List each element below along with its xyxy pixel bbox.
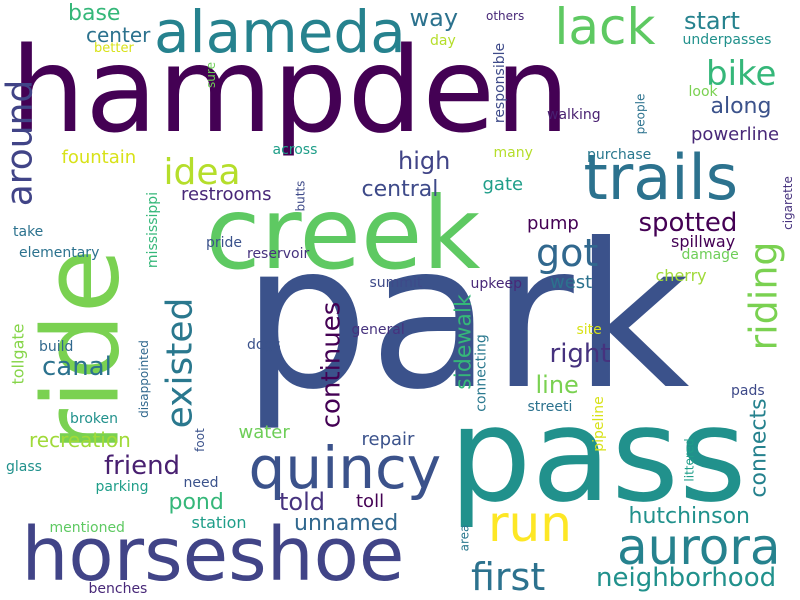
word-got: got [536, 231, 599, 275]
word-reservoir: reservoir [247, 246, 310, 262]
word-cherry: cherry [655, 266, 707, 285]
word-sure: sure [203, 62, 218, 88]
word-powerline: powerline [691, 124, 780, 145]
word-pads: pads [731, 383, 765, 399]
word-parking: parking [95, 479, 149, 495]
word-riding: riding [741, 241, 786, 351]
word-general: general [351, 322, 405, 338]
word-idea: idea [163, 152, 241, 193]
word-along: along [710, 94, 772, 119]
word-high: high [398, 147, 451, 175]
word-central: central [361, 177, 439, 202]
word-butts: butts [292, 180, 307, 212]
word-alameda: alameda [154, 0, 406, 66]
word-park: park [242, 201, 690, 434]
word-dogs: dogs [247, 337, 281, 353]
word-right: right [549, 339, 611, 369]
word-run: run [488, 495, 572, 553]
word-damage: damage [681, 247, 739, 263]
word-site: site [576, 322, 602, 338]
word-take: take [13, 224, 44, 240]
word-creek: creek [205, 175, 481, 292]
word-restrooms: restrooms [181, 184, 272, 205]
word-friend: friend [104, 451, 181, 481]
word-responsible: responsible [492, 42, 509, 124]
word-better: better [94, 40, 134, 56]
word-trails: trails [583, 141, 739, 214]
word-look: look [688, 84, 718, 100]
word-center: center [86, 23, 151, 47]
word-glass: glass [6, 459, 42, 475]
word-others: others [486, 9, 525, 23]
word-walking: walking [547, 107, 601, 123]
word-connecting: connecting [473, 334, 490, 412]
word-summit: summit [369, 275, 423, 291]
word-lack: lack [554, 0, 656, 56]
word-mentioned: mentioned [49, 520, 125, 536]
word-water: water [238, 422, 290, 443]
word-foot: foot [192, 428, 207, 452]
word-cigarette: cigarette [780, 176, 795, 230]
word-canal: canal [42, 352, 112, 382]
word-base: base [68, 1, 121, 26]
word-station: station [191, 513, 247, 532]
word-purchase: purchase [587, 147, 652, 163]
word-littered: littered [682, 438, 697, 482]
word-area: area [456, 524, 471, 552]
word-gate: gate [482, 174, 524, 195]
word-mississippi: mississippi [145, 191, 162, 269]
word-told: told [279, 488, 325, 516]
word-people: people [632, 93, 647, 135]
word-pride: pride [206, 235, 243, 251]
word-disappointed: disappointed [136, 340, 151, 418]
word-connects: connects [746, 398, 772, 498]
word-upkeep: upkeep [470, 276, 522, 292]
word-pond: pond [168, 490, 224, 515]
word-day: day [430, 33, 456, 49]
word-neighborhood: neighborhood [596, 563, 777, 593]
word-streeti: streeti [527, 399, 573, 415]
word-pump: pump [527, 213, 579, 234]
word-toll: toll [356, 491, 385, 512]
word-pass: pass [449, 379, 747, 531]
word-hampden: hampden [10, 21, 570, 159]
word-tollgate: tollgate [8, 323, 28, 385]
word-sidewalk: sidewalk [451, 294, 477, 390]
word-start: start [684, 7, 740, 35]
word-first: first [471, 555, 546, 599]
word-existed: existed [158, 297, 200, 429]
word-pipeline: pipeline [590, 396, 607, 452]
word-recreation: recreation [29, 428, 131, 452]
word-way: way [409, 4, 459, 32]
word-need: need [183, 475, 219, 491]
word-repair: repair [361, 429, 415, 450]
word-west: west [550, 272, 593, 293]
word-unnamed: unnamed [294, 511, 399, 536]
word-underpasses: underpasses [682, 32, 772, 48]
word-many: many [493, 145, 533, 161]
word-continues: continues [315, 301, 346, 429]
word-around: around [0, 79, 40, 207]
word-line: line [535, 371, 579, 399]
word-elementary: elementary [19, 245, 100, 261]
word-across: across [272, 142, 318, 158]
word-broken: broken [70, 411, 118, 427]
word-hutchinson: hutchinson [628, 504, 750, 529]
word-horseshoe: horseshoe [21, 512, 405, 598]
word-bike: bike [706, 54, 777, 94]
word-spillway: spillway [671, 232, 736, 251]
word-quincy: quincy [248, 434, 442, 502]
word-benches: benches [88, 581, 148, 597]
word-spotted: spotted [638, 208, 738, 238]
word-aurora: aurora [617, 518, 781, 576]
word-build: build [39, 339, 74, 355]
word-fountain: fountain [61, 147, 137, 168]
